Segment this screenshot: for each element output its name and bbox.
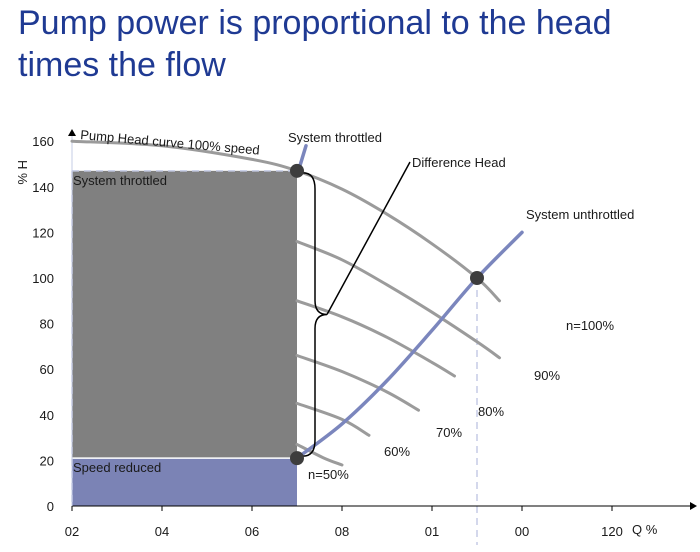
operating-points (290, 163, 484, 466)
power-areas (72, 170, 297, 506)
x-axis-arrow (690, 502, 697, 510)
y-axis-title: H % (15, 160, 30, 185)
x-tick-label: 00 (515, 524, 529, 539)
difference-head-leader (326, 161, 411, 315)
speed-label: 60% (384, 444, 410, 459)
throttled-area-label: System throttled (73, 173, 167, 188)
speed-label: 70% (436, 425, 462, 440)
throttled-power-area (72, 170, 297, 506)
pump-curve (295, 299, 456, 378)
x-axis-title: Q % (632, 522, 658, 537)
y-axis-arrow (68, 129, 76, 136)
y-tick-label: 100 (32, 271, 54, 286)
x-tick-label: 06 (245, 524, 259, 539)
curves (70, 139, 524, 467)
y-tick-label: 0 (47, 499, 54, 514)
speed-label: n=50% (308, 467, 349, 482)
pump-curve (295, 442, 344, 467)
difference-head-label: Difference Head (412, 155, 506, 170)
title-line-1: Pump power is proportional to the head (18, 4, 612, 42)
x-tick-label: 08 (335, 524, 349, 539)
reduced-speed-power-area (72, 458, 297, 506)
x-tick-label: 04 (155, 524, 169, 539)
speed-label: 80% (478, 404, 504, 419)
operating-point-throttled (290, 163, 304, 178)
y-tick-label: 120 (32, 225, 54, 240)
system-unthrottled-curve-label: System unthrottled (526, 207, 634, 222)
pump-curve (70, 139, 501, 303)
reduced-area-label: Speed reduced (73, 460, 161, 475)
operating-point-full-speed (470, 271, 484, 285)
pump-curve (295, 401, 371, 437)
operating-point-reduced-speed (290, 451, 304, 466)
x-tick-label: 120 (601, 524, 623, 539)
y-tick-label: 40 (40, 408, 54, 423)
system-unthrottled-curve (295, 230, 524, 460)
y-tick-label: 80 (40, 317, 54, 332)
y-tick-label: 140 (32, 180, 54, 195)
title-line-2: times the flow (18, 46, 226, 84)
speed-label: 90% (534, 368, 560, 383)
y-tick-label: 20 (40, 453, 54, 468)
x-tick-label: 01 (425, 524, 439, 539)
pump-curve (295, 354, 420, 412)
system-throttled-curve-label: System throttled (288, 130, 382, 145)
pump-curve (295, 240, 501, 360)
pump-head-curve-label: Pump Head curve 100% speed (80, 127, 261, 158)
speed-label: n=100% (566, 318, 615, 333)
y-tick-label: 160 (32, 134, 54, 149)
y-tick-label: 60 (40, 362, 54, 377)
page-title: Pump power is proportional to the head t… (18, 2, 688, 86)
x-tick-label: 02 (65, 524, 79, 539)
